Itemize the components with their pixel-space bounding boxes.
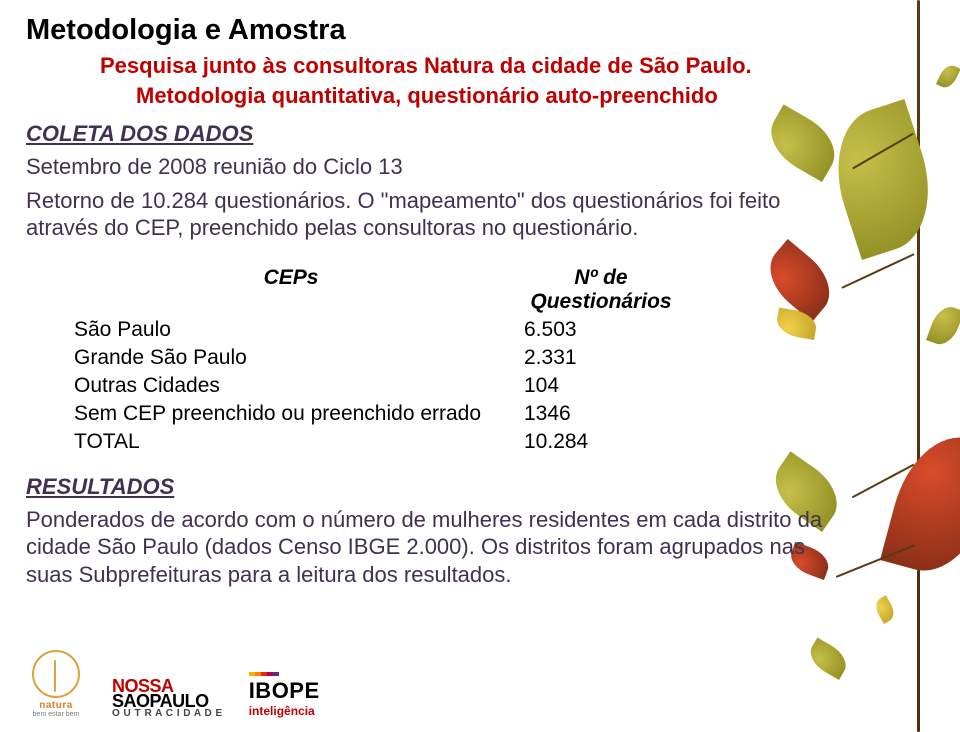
method-line: Metodologia quantitativa, questionário a… bbox=[136, 83, 934, 109]
subtitle: Pesquisa junto às consultoras Natura da … bbox=[100, 53, 934, 79]
coleta-heading: COLETA DOS DADOS bbox=[26, 121, 934, 147]
table-row: TOTAL 10.284 bbox=[66, 428, 686, 456]
table-cell-label: TOTAL bbox=[66, 428, 516, 456]
table-row: São Paulo 6.503 bbox=[66, 316, 686, 344]
natura-circle-icon bbox=[32, 650, 80, 698]
table-header-row: CEPs Nº de Questionários bbox=[66, 264, 686, 316]
coleta-line1: Setembro de 2008 reunião do Ciclo 13 bbox=[26, 153, 934, 181]
table-head-right: Nº de Questionários bbox=[516, 264, 686, 316]
logo-ibope: IBOPE inteligência bbox=[249, 672, 320, 718]
page-title: Metodologia e Amostra bbox=[26, 14, 934, 47]
table-cell-label: Grande São Paulo bbox=[66, 344, 516, 372]
ibope-sub: inteligência bbox=[249, 704, 320, 718]
table-cell-value: 2.331 bbox=[516, 344, 686, 372]
table-cell-value: 10.284 bbox=[516, 428, 686, 456]
natura-tagline: bem estar bem bbox=[26, 711, 86, 718]
table-head-left: CEPs bbox=[66, 264, 516, 316]
nossa-line3: O U T R A C I D A D E bbox=[112, 710, 223, 719]
table-cell-value: 104 bbox=[516, 372, 686, 400]
table-row: Grande São Paulo 2.331 bbox=[66, 344, 686, 372]
table-row: Outras Cidades 104 bbox=[66, 372, 686, 400]
table-cell-label: Outras Cidades bbox=[66, 372, 516, 400]
footer-logos: natura bem estar bem NOSSA SAOPAULO O U … bbox=[26, 650, 320, 718]
resultados-heading: RESULTADOS bbox=[26, 474, 934, 500]
cep-table: CEPs Nº de Questionários São Paulo 6.503… bbox=[66, 264, 686, 456]
table-row: Sem CEP preenchido ou preenchido errado … bbox=[66, 400, 686, 428]
ibope-color-bars-icon bbox=[249, 672, 320, 676]
table-cell-label: São Paulo bbox=[66, 316, 516, 344]
coleta-line2: Retorno de 10.284 questionários. O "mape… bbox=[26, 187, 816, 242]
logo-nossa-saopaulo: NOSSA SAOPAULO O U T R A C I D A D E bbox=[112, 679, 223, 718]
slide: Metodologia e Amostra Pesquisa junto às … bbox=[0, 0, 960, 732]
table-cell-value: 1346 bbox=[516, 400, 686, 428]
ibope-word: IBOPE bbox=[249, 678, 320, 704]
natura-word: natura bbox=[26, 700, 86, 711]
table-cell-label: Sem CEP preenchido ou preenchido errado bbox=[66, 400, 516, 428]
logo-natura: natura bem estar bem bbox=[26, 650, 86, 718]
resultados-body: Ponderados de acordo com o número de mul… bbox=[26, 506, 836, 589]
table-cell-value: 6.503 bbox=[516, 316, 686, 344]
